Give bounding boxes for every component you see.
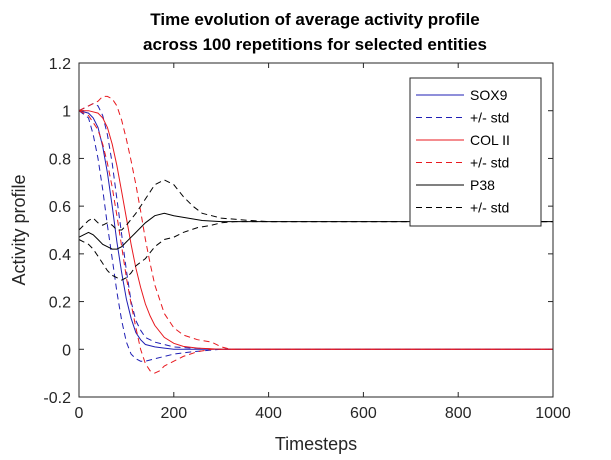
x-axis-label: Timesteps [275, 434, 357, 454]
legend-box [409, 77, 542, 227]
series-line-3-col-ii [79, 110, 553, 350]
x-tick-label: 600 [350, 405, 377, 422]
series-line-0-sox9 [78, 110, 553, 350]
legend-label: +/- std [470, 110, 509, 126]
y-tick-label: 1.2 [49, 56, 71, 73]
legend-label: COL II [470, 132, 510, 148]
series-line-5-std-lower [78, 110, 553, 374]
plot-lines [78, 95, 553, 374]
legend-label: P38 [470, 177, 495, 193]
x-tick-label: 400 [255, 405, 282, 422]
series-line-8-std-lower [78, 221, 553, 281]
y-tick-label: 0.8 [49, 151, 71, 168]
chart-title: Time evolution of average activity profi… [150, 10, 479, 29]
axis-ticks: 0 200 400 600 800 1000-0.200.20.40.60.811.2 [43, 56, 570, 422]
y-tick-label: 1 [62, 104, 71, 121]
legend-label: +/- std [470, 155, 509, 171]
series-line-1-std [78, 103, 553, 350]
x-tick-label: 200 [160, 405, 187, 422]
axes-box [78, 62, 554, 398]
series-line-7-std [78, 179, 553, 231]
series-line-2-std-lower [78, 110, 553, 362]
x-tick-label: 0 [75, 405, 84, 422]
series-line-4-std [78, 95, 553, 350]
y-tick-label: 0 [62, 342, 71, 359]
legend: SOX9 +/- std COL II +/- std P38 +/- std [409, 77, 542, 227]
y-axis-label: Activity profile [9, 174, 29, 285]
y-tick-label: -0.2 [43, 390, 71, 407]
legend-label: SOX9 [470, 87, 508, 103]
legend-label: +/- std [470, 200, 509, 216]
y-tick-label: 0.6 [49, 199, 71, 216]
series-line-6-p38 [78, 212, 553, 250]
y-tick-label: 0.4 [49, 247, 71, 264]
chart-subtitle: across 100 repetitions for selected enti… [143, 35, 487, 54]
x-tick-label: 1000 [535, 405, 571, 422]
x-tick-label: 800 [445, 405, 472, 422]
y-tick-label: 0.2 [49, 295, 71, 312]
